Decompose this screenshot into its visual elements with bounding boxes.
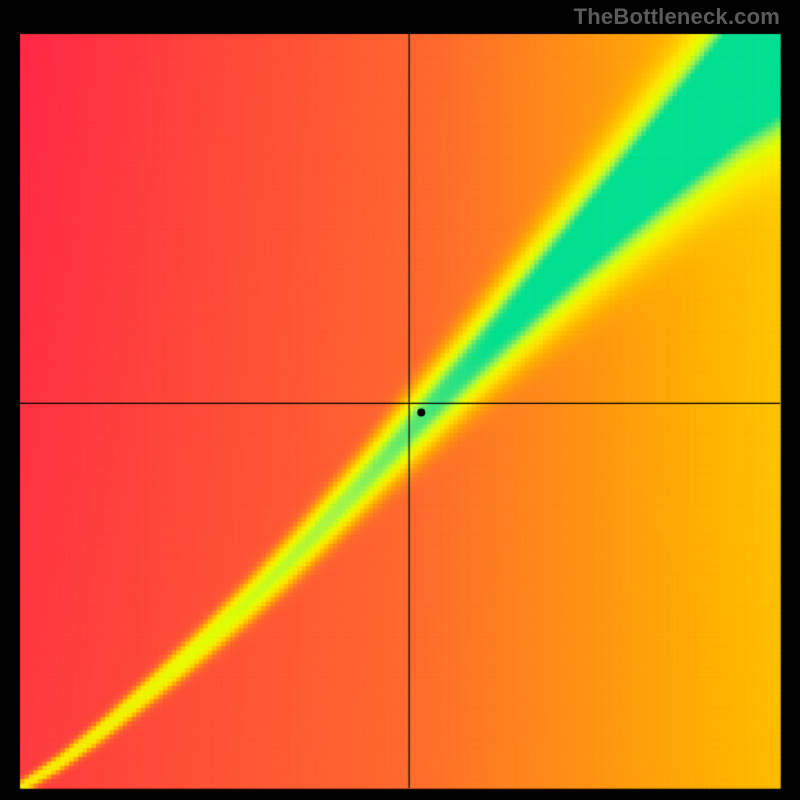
chart-container: TheBottleneck.com: [0, 0, 800, 800]
watermark-text: TheBottleneck.com: [574, 4, 780, 30]
heatmap-canvas: [0, 0, 800, 800]
